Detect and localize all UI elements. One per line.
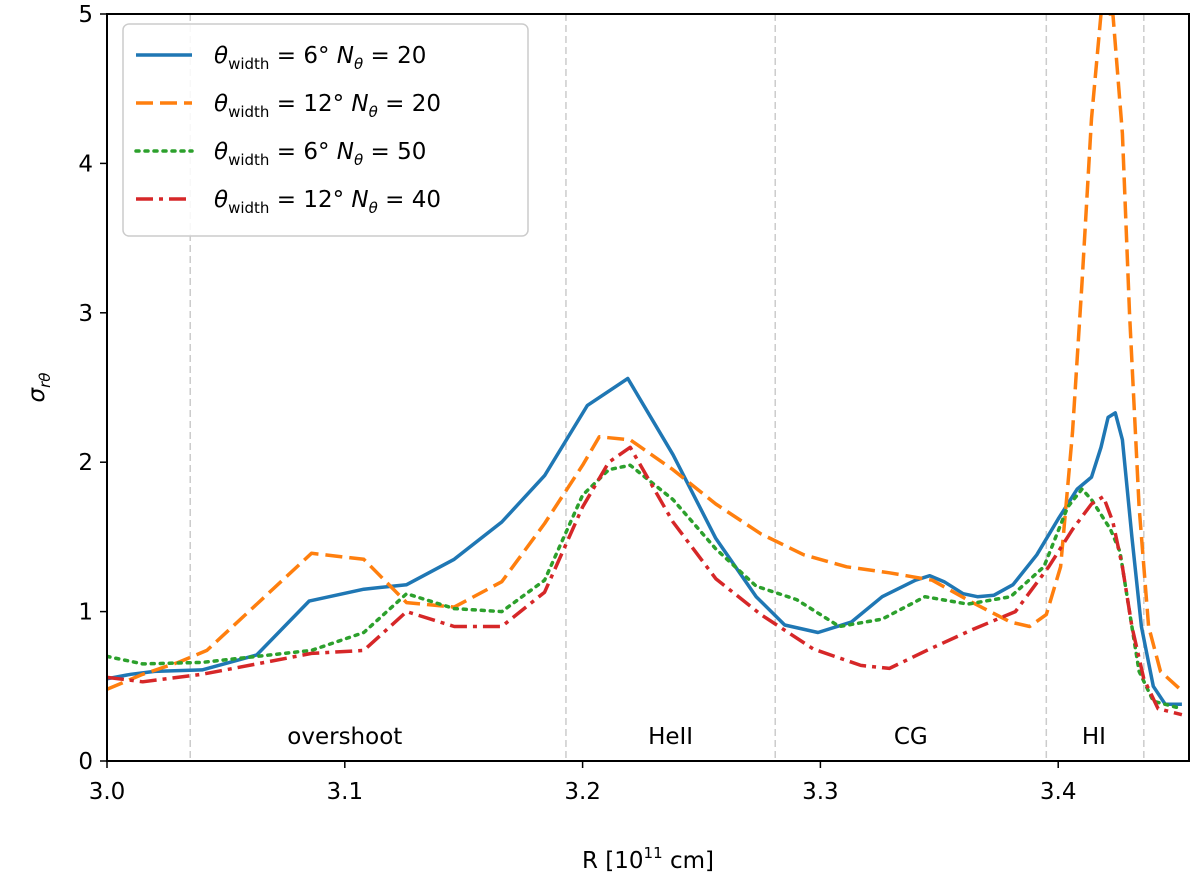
y-tick-label: 0 bbox=[78, 749, 93, 775]
y-tick-label: 4 bbox=[78, 151, 93, 177]
region-label: overshoot bbox=[287, 724, 402, 750]
x-axis-label-base: R [10 bbox=[582, 848, 644, 874]
region-labels: overshoot HeII CG HI bbox=[287, 724, 1106, 750]
x-axis-label: R [1011 cm] bbox=[582, 844, 714, 874]
y-axis-label-base: σ bbox=[24, 386, 50, 402]
series-line-3 bbox=[107, 463, 1184, 711]
series-line-2 bbox=[107, 14, 1184, 693]
plot-frame bbox=[106, 13, 1190, 762]
x-axis-label-sup: 11 bbox=[644, 844, 663, 862]
y-tick-label: 5 bbox=[78, 2, 93, 28]
region-label: HeII bbox=[648, 724, 693, 750]
y-axis-label-sub: rθ bbox=[36, 373, 54, 388]
legend-label: θwidth = 12° Nθ = 20 bbox=[214, 91, 441, 121]
series-line-4 bbox=[107, 445, 1183, 717]
legend-label: θwidth = 6° Nθ = 20 bbox=[214, 43, 426, 73]
y-tick-label: 2 bbox=[78, 450, 93, 476]
series-line-1 bbox=[107, 376, 1182, 706]
legend-label: θwidth = 6° Nθ = 50 bbox=[214, 139, 426, 169]
legend-label: θwidth = 12° Nθ = 40 bbox=[214, 187, 441, 217]
y-axis-ticks: 0 1 2 3 4 5 bbox=[78, 2, 107, 775]
y-tick-label: 3 bbox=[78, 301, 93, 327]
x-axis-ticks: 3.0 3.1 3.2 3.3 3.4 bbox=[89, 761, 1077, 805]
y-tick-label: 1 bbox=[78, 600, 93, 626]
data-series bbox=[107, 14, 1184, 717]
x-tick-label: 3.2 bbox=[564, 779, 601, 805]
region-label: HI bbox=[1082, 724, 1106, 750]
legend: θwidth = 6° Nθ = 20 θwidth = 12° Nθ = 20 θ… bbox=[122, 23, 529, 237]
x-tick-label: 3.3 bbox=[802, 779, 839, 805]
y-axis-label: σrθ bbox=[24, 373, 54, 403]
legend-box bbox=[122, 23, 529, 237]
x-tick-label: 3.1 bbox=[327, 779, 364, 805]
region-label: CG bbox=[894, 724, 928, 750]
x-axis-label-tail: cm] bbox=[663, 848, 714, 874]
x-tick-label: 3.0 bbox=[89, 779, 126, 805]
x-tick-label: 3.4 bbox=[1040, 779, 1077, 805]
